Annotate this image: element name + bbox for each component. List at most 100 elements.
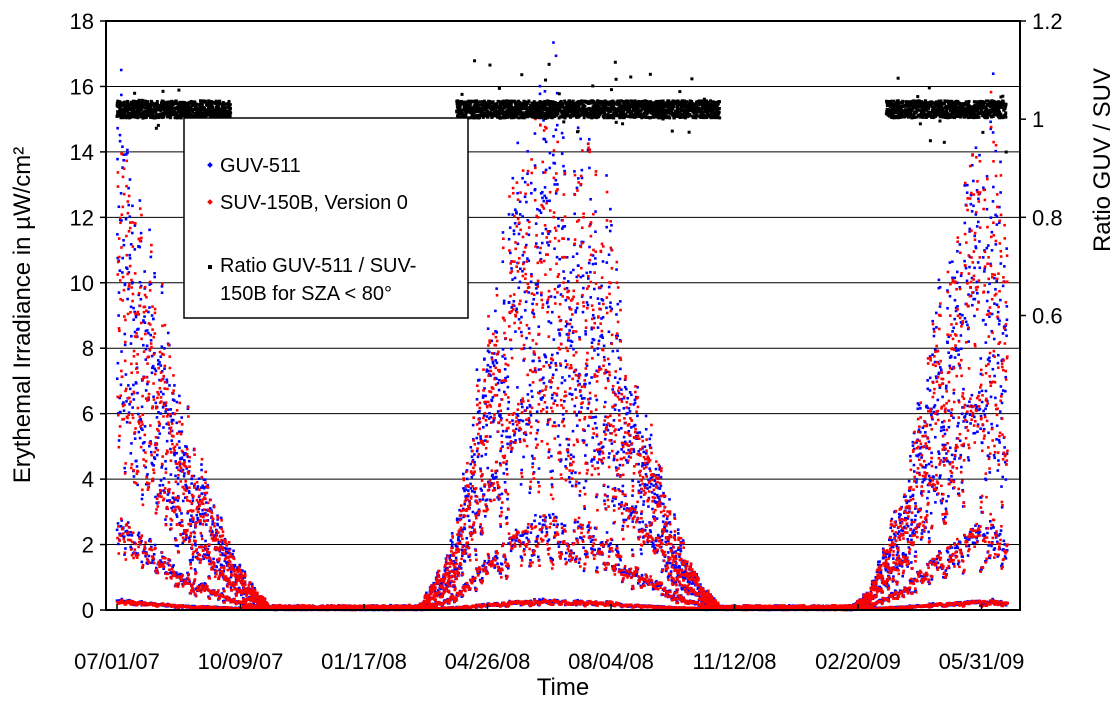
data-point [149, 450, 153, 454]
data-point [540, 378, 544, 381]
data-point [604, 415, 607, 419]
data-point [477, 508, 481, 512]
data-point [177, 430, 181, 434]
data-point [503, 480, 507, 484]
data-point [554, 368, 558, 372]
data-point [536, 207, 539, 211]
data-point [609, 542, 613, 545]
data-point [545, 527, 548, 530]
data-point [635, 434, 638, 438]
data-point [187, 536, 191, 540]
data-point [176, 544, 180, 548]
data-point [629, 451, 633, 455]
data-point [613, 486, 617, 490]
data-point [568, 392, 572, 396]
data-point [559, 458, 563, 461]
data-point [572, 268, 575, 272]
data-point [144, 329, 148, 333]
data-point [448, 554, 452, 558]
data-point [571, 331, 575, 334]
data-point [631, 494, 634, 497]
data-point [518, 213, 522, 216]
data-point [554, 54, 558, 58]
data-point [645, 452, 648, 455]
data-point [135, 465, 139, 468]
data-point [647, 478, 650, 482]
data-point [199, 512, 202, 516]
data-point [176, 499, 180, 502]
data-point [580, 536, 583, 540]
data-point [615, 268, 618, 271]
data-point [520, 315, 523, 319]
data-point [512, 299, 516, 303]
data-point [489, 484, 493, 487]
data-point [566, 280, 570, 283]
data-point [171, 571, 174, 575]
data-point [643, 463, 647, 467]
data-point [461, 472, 465, 476]
data-point [542, 199, 546, 203]
data-point [175, 515, 179, 518]
data-point [227, 547, 230, 551]
data-point [639, 495, 643, 499]
data-point [501, 355, 504, 358]
data-point [538, 209, 542, 212]
data-point [616, 334, 619, 338]
data-point [553, 295, 557, 299]
data-point [522, 455, 525, 459]
data-point [116, 361, 120, 365]
data-point [530, 191, 533, 195]
data-point [685, 562, 689, 566]
data-point [530, 454, 534, 458]
data-point [552, 41, 555, 44]
data-point [537, 467, 541, 470]
data-point [543, 523, 546, 527]
data-point [433, 590, 437, 594]
data-point [557, 424, 561, 427]
data-point [494, 471, 498, 475]
data-point [149, 440, 152, 443]
data-point [142, 449, 146, 452]
data-point [143, 440, 146, 444]
data-point [140, 497, 144, 501]
data-point [643, 528, 647, 532]
data-point [610, 307, 614, 311]
data-point [506, 375, 510, 379]
data-point [479, 437, 483, 441]
data-point [668, 521, 672, 524]
data-point [497, 388, 501, 392]
data-point [675, 566, 679, 569]
data-point [502, 299, 506, 303]
data-point [641, 520, 645, 524]
data-point [523, 548, 526, 551]
data-point [556, 183, 559, 186]
data-point [453, 568, 457, 571]
data-point [486, 466, 490, 470]
data-point [128, 253, 132, 257]
data-point [538, 522, 541, 525]
data-point [612, 457, 616, 461]
data-point [599, 450, 603, 453]
data-point [666, 551, 670, 554]
data-point [495, 377, 498, 381]
data-point [516, 386, 519, 389]
data-point [677, 564, 681, 568]
data-point [489, 563, 493, 566]
data-point [193, 542, 197, 545]
data-point [218, 568, 222, 572]
data-point [538, 390, 542, 393]
data-point [578, 494, 582, 497]
data-point [521, 253, 525, 257]
data-point [495, 475, 498, 479]
data-point [473, 490, 476, 494]
data-point [505, 429, 508, 433]
data-point [605, 531, 609, 534]
data-point [152, 552, 156, 556]
data-point [576, 379, 580, 383]
data-point [449, 539, 453, 542]
data-point [654, 482, 658, 486]
data-point [528, 383, 532, 387]
data-point [606, 495, 609, 498]
data-point [579, 275, 583, 279]
data-point [138, 245, 142, 249]
